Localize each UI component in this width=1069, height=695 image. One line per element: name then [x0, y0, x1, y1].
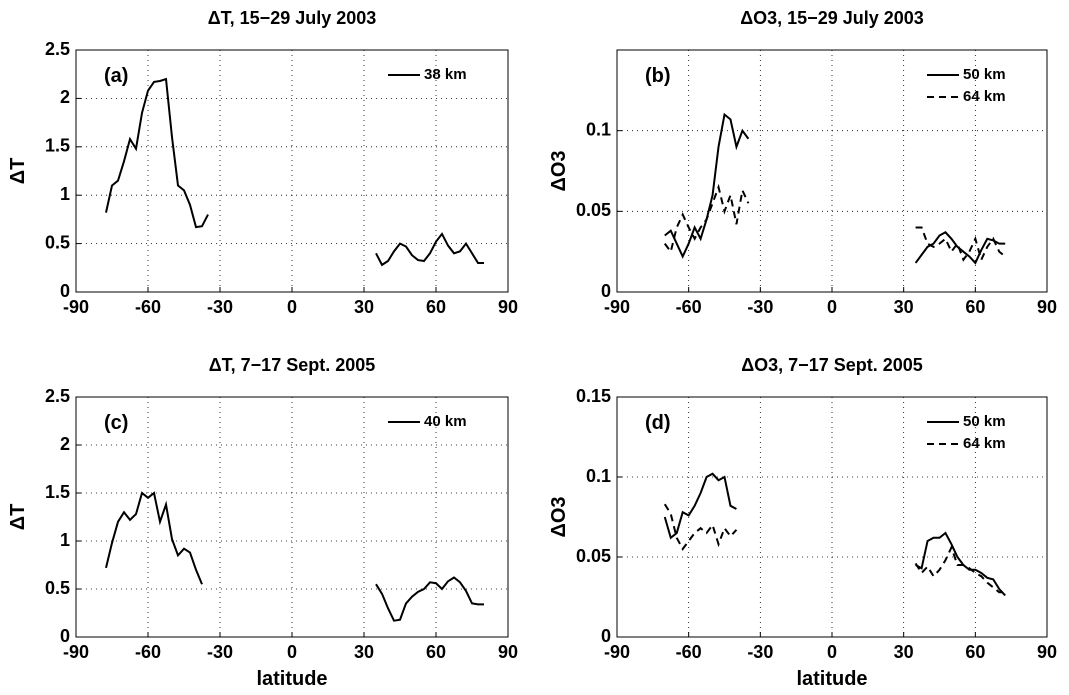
x-tick-label: 90 [498, 642, 518, 662]
chart-title: ΔT, 7−17 Sept. 2005 [209, 355, 376, 375]
x-tick-label: -30 [207, 297, 233, 317]
x-tick-label: -60 [676, 642, 702, 662]
y-tick-label: 0.5 [45, 232, 70, 252]
y-axis-label: ΔO3 [548, 496, 570, 537]
y-tick-label: 1.5 [45, 136, 70, 156]
x-tick-label: -60 [135, 642, 161, 662]
x-tick-label: 0 [827, 642, 837, 662]
x-tick-label: -90 [63, 297, 89, 317]
y-tick-label: 0.1 [586, 119, 611, 139]
legend-label: 40 km [424, 413, 467, 430]
data-line [105, 77, 484, 267]
y-tick-label: 0 [60, 281, 70, 301]
y-tick-label: 0.05 [576, 546, 611, 566]
y-axis-label: ΔT [7, 158, 29, 185]
x-tick-label: -60 [676, 297, 702, 317]
x-tick-label: 60 [426, 642, 446, 662]
x-tick-label: 60 [965, 642, 985, 662]
y-tick-label: 0.1 [586, 466, 611, 486]
x-tick-label: -90 [63, 642, 89, 662]
panel-label: (a) [104, 65, 128, 87]
y-tick-label: 0.05 [576, 200, 611, 220]
y-axis-label: ΔT [7, 504, 29, 531]
y-tick-label: 2.5 [45, 386, 70, 406]
y-tick-label: 0.5 [45, 578, 70, 598]
legend-label: 64 km [963, 435, 1006, 452]
y-tick-label: 2.5 [45, 39, 70, 59]
x-tick-label: 30 [354, 297, 374, 317]
x-tick-label: 90 [1037, 642, 1057, 662]
data-line [663, 472, 1006, 597]
panel-label: (c) [104, 412, 128, 434]
y-tick-label: 1.5 [45, 482, 70, 502]
x-tick-label: -90 [604, 297, 630, 317]
x-tick-label: 30 [894, 297, 914, 317]
x-tick-label: -60 [135, 297, 161, 317]
x-tick-label: -30 [747, 297, 773, 317]
x-tick-label: 60 [965, 297, 985, 317]
y-tick-label: 1 [60, 184, 70, 204]
y-tick-label: 0.15 [576, 386, 611, 406]
x-tick-label: 0 [287, 297, 297, 317]
y-axis-label: ΔO3 [548, 150, 570, 191]
y-tick-label: 0 [60, 626, 70, 646]
legend-label: 50 km [963, 413, 1006, 430]
y-tick-label: 0 [601, 281, 611, 301]
x-tick-label: 30 [354, 642, 374, 662]
y-tick-label: 2 [60, 87, 70, 107]
x-tick-label: 60 [426, 297, 446, 317]
x-tick-label: 0 [827, 297, 837, 317]
x-tick-label: -90 [604, 642, 630, 662]
y-tick-label: 2 [60, 434, 70, 454]
data-line [105, 491, 484, 622]
y-tick-label: 0 [601, 626, 611, 646]
legend-label: 50 km [963, 66, 1006, 83]
data-line [663, 503, 1006, 594]
x-axis-label: latitude [796, 668, 867, 690]
y-tick-label: 1 [60, 530, 70, 550]
x-tick-label: -30 [207, 642, 233, 662]
x-tick-label: 30 [894, 642, 914, 662]
x-tick-label: 90 [1037, 297, 1057, 317]
legend-label: 64 km [963, 88, 1006, 105]
chart-title: ΔT, 15−29 July 2003 [208, 8, 377, 28]
x-tick-label: 90 [498, 297, 518, 317]
panel-label: (d) [645, 412, 671, 434]
panel-label: (b) [645, 65, 671, 87]
x-tick-label: 0 [287, 642, 297, 662]
chart-title: ΔO3, 15−29 July 2003 [740, 8, 924, 28]
legend-label: 38 km [424, 66, 467, 83]
x-axis-label: latitude [256, 668, 327, 690]
data-line [663, 183, 1006, 263]
chart-title: ΔO3, 7−17 Sept. 2005 [741, 355, 923, 375]
x-tick-label: -30 [747, 642, 773, 662]
